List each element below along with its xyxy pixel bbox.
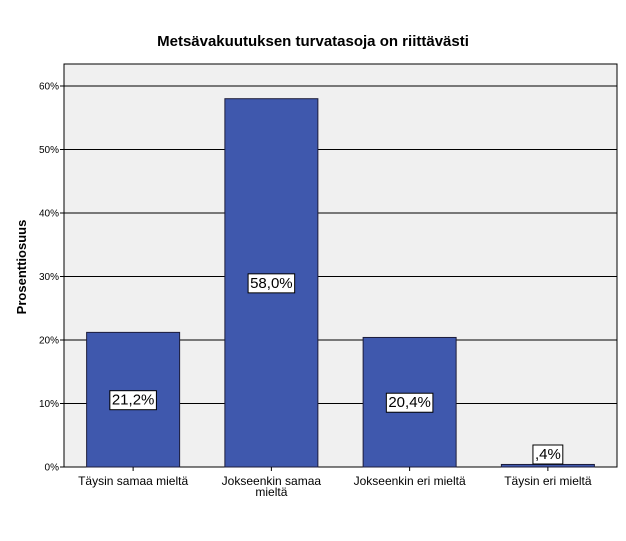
y-tick-label: 40% xyxy=(39,209,59,220)
y-tick-label: 10% xyxy=(39,399,59,410)
y-tick-label: 20% xyxy=(39,336,59,347)
chart-title: Metsävakuutuksen turvatasoja on riittävä… xyxy=(157,33,469,50)
data-label: 58,0% xyxy=(250,275,293,292)
data-labels: 21,2% 58,0% 20,4% ,4% xyxy=(109,273,564,465)
data-label: 20,4% xyxy=(388,394,431,411)
x-axis-ticks: Täysin samaa mieltä Jokseenkin samaamielt… xyxy=(78,467,592,499)
data-label-box xyxy=(109,390,157,411)
y-tick-label: 50% xyxy=(39,145,59,156)
data-label-box xyxy=(385,392,434,413)
data-label: ,4% xyxy=(535,446,561,463)
x-tick-label: Täysin eri mieltä xyxy=(504,474,592,488)
data-label: 21,2% xyxy=(112,392,155,409)
y-axis-label: Prosenttiosuus xyxy=(14,220,29,315)
y-axis-ticks: 0% 10% 20% 30% 40% 50% 60% xyxy=(39,82,64,474)
y-tick-label: 0% xyxy=(45,463,60,474)
x-tick-label: mieltä xyxy=(255,485,287,499)
data-label-box xyxy=(532,444,564,465)
y-tick-label: 30% xyxy=(39,272,59,283)
y-tick-label: 60% xyxy=(39,82,59,93)
x-tick-label: Jokseenkin samaa xyxy=(222,474,322,488)
x-tick-label: Jokseenkin eri mieltä xyxy=(354,474,466,488)
data-label-box xyxy=(247,273,296,294)
bar xyxy=(500,463,595,468)
x-tick-label: Täysin samaa mieltä xyxy=(78,474,188,488)
